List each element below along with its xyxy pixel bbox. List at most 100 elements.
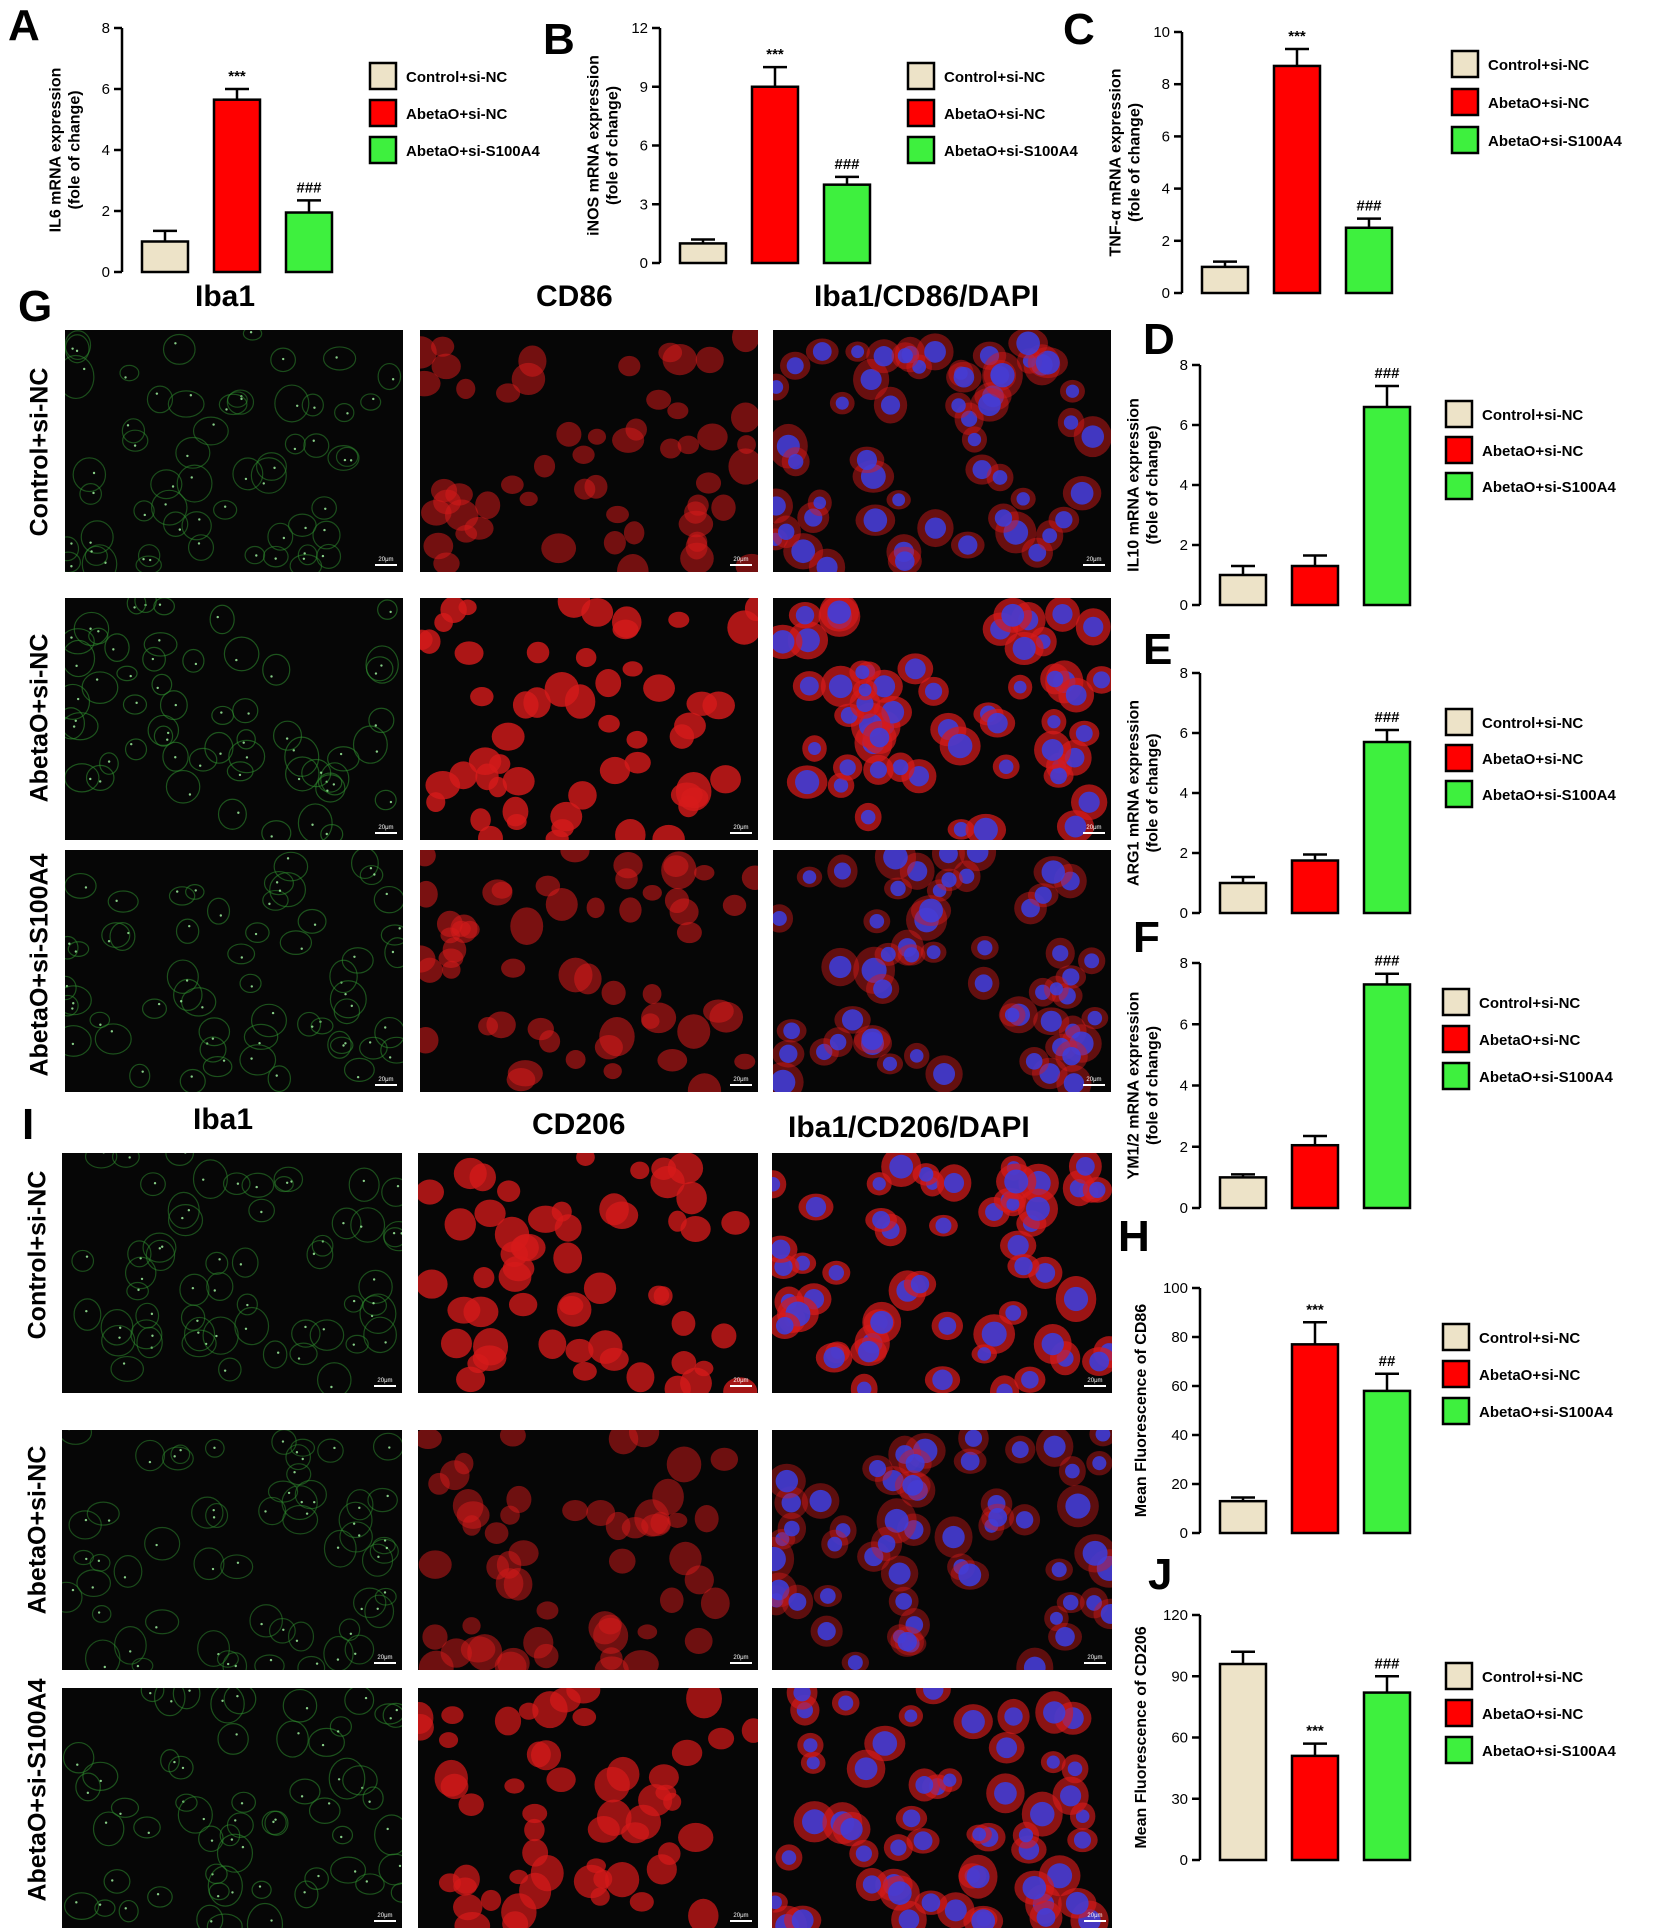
cell-speck [141, 1070, 144, 1073]
chart-f-ym12: 0 2 4 6 8 YM1/2 mRNA expression (fole of chang… [1126, 953, 1614, 1217]
cell-outline [122, 694, 148, 715]
cell-body [418, 1179, 444, 1205]
cell-nucleus [1013, 680, 1027, 694]
cell-nucleus [833, 778, 849, 793]
cell-nucleus [799, 676, 819, 696]
cell-speck [222, 1059, 226, 1062]
cell-speck [270, 675, 273, 678]
cell-nucleus [889, 1154, 914, 1179]
cell-speck [297, 777, 301, 781]
cell-outline [262, 653, 291, 686]
cell-speck [97, 630, 100, 633]
cell-outline [350, 1207, 386, 1243]
cell-outline [205, 1251, 229, 1275]
cell-nucleus [1075, 725, 1093, 742]
cell-outline [308, 1797, 341, 1824]
cell-nucleus [912, 359, 927, 374]
cell-body [734, 1053, 756, 1070]
scale-bar-label: 20μm [1086, 557, 1102, 563]
cell-nucleus [1092, 1456, 1107, 1471]
cell-body [626, 1362, 655, 1393]
cell-body [677, 1014, 711, 1049]
cell-body [440, 1638, 472, 1668]
g-row-label-s100a4: AbetaO+si-S100A4 [25, 853, 54, 1077]
cell-nucleus [1063, 415, 1079, 430]
panel-letter-c: C [1063, 5, 1095, 54]
cell-outline [65, 872, 97, 899]
cell-nucleus [812, 342, 832, 361]
cell-outline [68, 1510, 102, 1540]
cell-body [458, 599, 477, 616]
cell-speck [212, 1508, 215, 1512]
legend-label: Control+si-NC [944, 69, 1045, 86]
cell-speck [368, 1041, 372, 1044]
cell-outline [297, 1011, 322, 1037]
cell-speck [372, 1278, 376, 1281]
cell-speck [245, 756, 249, 759]
y-tick-label: 0 [1180, 1852, 1188, 1869]
cell-body [498, 1261, 532, 1292]
micrograph-g-abeta-merge: 20μm [773, 598, 1111, 840]
cell-nucleus [1064, 815, 1087, 838]
cell-nucleus [897, 348, 913, 364]
cell-outline [62, 1741, 95, 1774]
cell-outline [191, 1496, 224, 1529]
cell-speck [249, 331, 253, 334]
cell-body [680, 542, 714, 572]
cell-body [637, 1624, 658, 1640]
cell-speck [166, 731, 170, 735]
cell-outline [248, 1198, 275, 1223]
cell-speck [213, 1289, 216, 1292]
cell-speck [376, 1607, 379, 1611]
cell-body [420, 370, 441, 397]
cell-body [444, 1208, 476, 1241]
cell-speck [223, 505, 227, 508]
cell-outline [185, 884, 205, 900]
y-tick-label: 8 [1180, 357, 1188, 374]
panel-letter-a: A [8, 1, 40, 50]
cell-nucleus [887, 1881, 912, 1905]
cell-outline [373, 885, 403, 914]
cell-body [606, 1756, 640, 1792]
legend-swatch [1450, 87, 1480, 117]
significance-label: ### [296, 179, 322, 196]
cell-body [572, 1362, 597, 1381]
cell-outline [320, 762, 350, 796]
cell-outline [338, 1618, 361, 1641]
cell-body [741, 865, 758, 890]
cell-body [687, 1073, 722, 1092]
micrograph-i-abeta-merge: 20μm [772, 1430, 1112, 1670]
cell-outline [374, 1587, 397, 1606]
cell-speck [124, 376, 127, 379]
cell-speck [360, 1225, 363, 1228]
cell-body [568, 781, 597, 810]
cell-nucleus [795, 769, 820, 795]
cell-speck [118, 1326, 122, 1329]
cell-nucleus [856, 449, 878, 470]
scale-bar-label: 20μm [377, 1913, 393, 1919]
cell-nucleus [909, 1049, 924, 1063]
legend-label: AbetaO+si-NC [406, 106, 507, 123]
scale-bar: 20μm [1084, 1913, 1106, 1922]
y-tick-label: 2 [1180, 845, 1188, 862]
cell-body [598, 714, 620, 733]
cell-outline [303, 433, 330, 458]
cell-outline [236, 1293, 258, 1316]
cell-speck [344, 992, 347, 996]
cell-nucleus [783, 1520, 800, 1537]
scale-bar-line [374, 1662, 396, 1664]
cell-body [728, 448, 758, 485]
cell-speck [111, 1879, 114, 1882]
i-row-label-s100a4: AbetaO+si-S100A4 [23, 1678, 52, 1902]
chart-h-cd86: 0 20 40 60 80 100 Mean Fluorescence of CD86 ***… [1133, 1280, 1613, 1542]
cell-body [508, 1540, 539, 1567]
y-tick-label: 0 [102, 264, 110, 281]
cell-nucleus [1023, 1656, 1046, 1670]
y-tick-label: 30 [1171, 1791, 1188, 1808]
cell-speck [364, 1696, 368, 1700]
cell-outline [62, 1430, 93, 1445]
cell-speck [337, 1778, 341, 1781]
micrograph-background [65, 850, 403, 1092]
cell-speck [319, 771, 323, 774]
cell-speck [270, 1919, 273, 1922]
